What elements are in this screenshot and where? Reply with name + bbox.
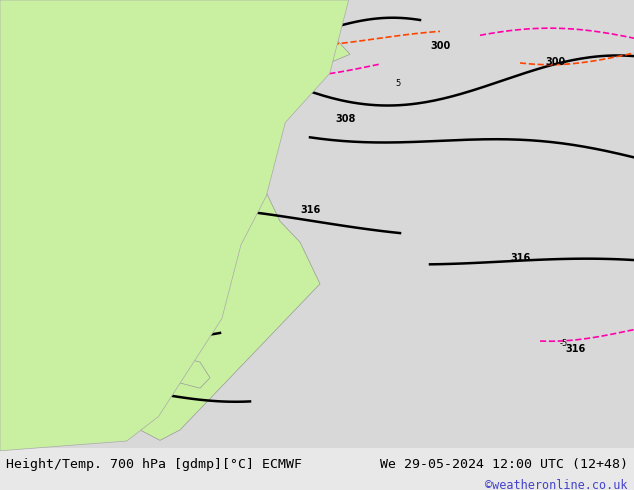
Text: -5: -5 [90, 52, 98, 61]
Text: 308: 308 [100, 146, 120, 155]
Text: 316: 316 [178, 312, 198, 322]
Text: 316: 316 [145, 380, 165, 390]
Text: -5: -5 [560, 340, 568, 348]
Text: 5: 5 [150, 84, 155, 93]
Text: 300: 300 [545, 57, 566, 67]
Text: ©weatheronline.co.uk: ©weatheronline.co.uk [485, 479, 628, 490]
Text: 308: 308 [175, 135, 195, 145]
Text: 5: 5 [265, 55, 270, 65]
Text: 316: 316 [565, 343, 585, 354]
Text: 5: 5 [395, 78, 400, 88]
Text: We 29-05-2024 12:00 UTC (12+48): We 29-05-2024 12:00 UTC (12+48) [380, 458, 628, 471]
Polygon shape [160, 357, 210, 388]
Text: 308: 308 [335, 114, 356, 124]
Text: Height/Temp. 700 hPa [gdmp][°C] ECMWF: Height/Temp. 700 hPa [gdmp][°C] ECMWF [6, 458, 302, 471]
Text: -5: -5 [55, 37, 63, 46]
Polygon shape [0, 0, 350, 96]
Text: 308: 308 [30, 130, 50, 140]
Text: -5: -5 [30, 68, 38, 77]
Text: 316: 316 [510, 253, 530, 263]
Text: 300: 300 [430, 41, 450, 51]
Text: 292: 292 [290, 17, 310, 27]
Text: 5: 5 [40, 115, 45, 124]
Text: 300: 300 [20, 182, 40, 192]
Text: 316: 316 [300, 205, 320, 215]
Text: 300: 300 [200, 36, 220, 46]
Polygon shape [0, 0, 320, 441]
